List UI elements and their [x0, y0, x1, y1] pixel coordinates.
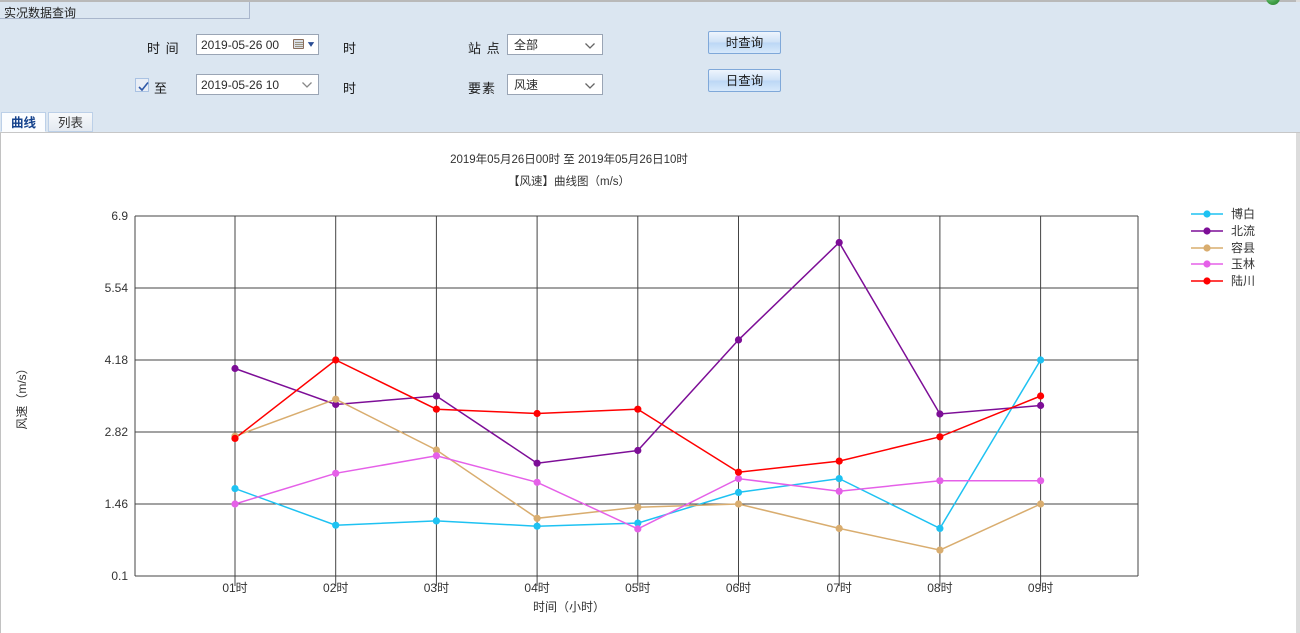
- svg-text:1.46: 1.46: [105, 497, 129, 511]
- svg-text:5.54: 5.54: [105, 281, 129, 295]
- svg-text:04时: 04时: [524, 581, 549, 595]
- svg-text:4.18: 4.18: [105, 353, 129, 367]
- svg-text:01时: 01时: [222, 581, 247, 595]
- svg-text:2.82: 2.82: [105, 425, 129, 439]
- svg-text:06时: 06时: [726, 581, 751, 595]
- svg-text:08时: 08时: [927, 581, 952, 595]
- svg-text:0.1: 0.1: [111, 569, 128, 583]
- svg-text:02时: 02时: [323, 581, 348, 595]
- svg-text:07时: 07时: [827, 581, 852, 595]
- svg-text:09时: 09时: [1028, 581, 1053, 595]
- svg-text:03时: 03时: [424, 581, 449, 595]
- svg-text:6.9: 6.9: [111, 209, 128, 223]
- svg-text:05时: 05时: [625, 581, 650, 595]
